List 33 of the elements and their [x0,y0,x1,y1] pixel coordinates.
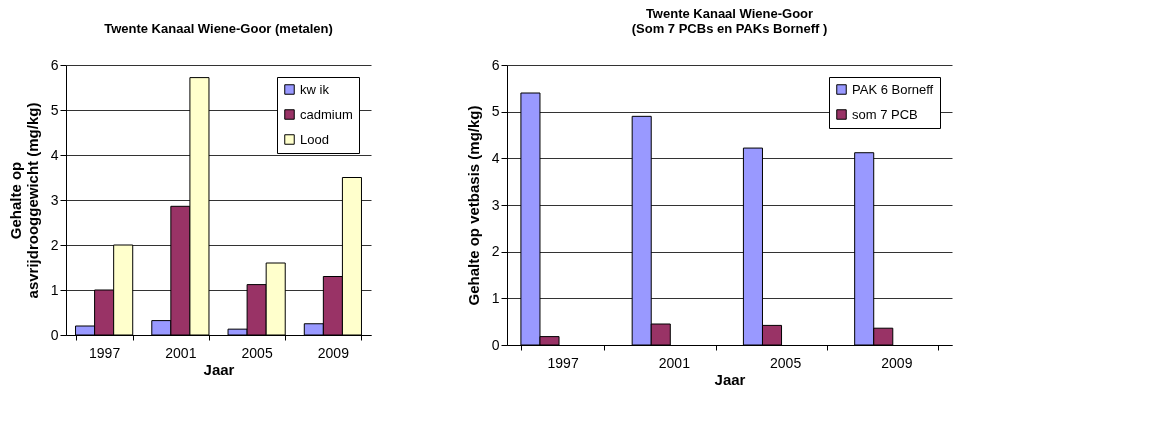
y-tick-label: 5 [50,101,59,118]
y-tick-label: 3 [491,196,500,213]
chart-title: Twente Kanaal Wiene-Goor (Som 7 PCBs en PAKs Borneff ) [631,6,828,36]
y-tick-label: 3 [50,191,59,208]
y-tick-label: 6 [50,56,59,73]
legend-label: PAK 6 Borneff [852,81,934,97]
x-tick-label: 1997 [547,354,579,371]
x-tick-label: 2001 [658,354,691,371]
x-tick-label: 1997 [89,344,121,361]
y-tick-label: 2 [50,236,59,253]
legend-label: Lood [300,131,329,147]
y-tick-label: 5 [491,103,500,120]
legend-label: cadmium [300,106,353,122]
legend-label: som 7 PCB [852,106,918,122]
x-tick-label: 2005 [770,354,802,371]
chart-title: Twente Kanaal Wiene-Goor (metalen) [104,21,333,36]
y-tick-label: 4 [50,146,59,163]
y-axis-title: Gehalte op asvrijdrooggewicht (mg/kg) [6,102,41,299]
y-tick-label: 0 [50,326,59,343]
y-tick-label: 1 [491,289,500,306]
x-tick-label: 2009 [317,344,350,361]
legend-label: kw ik [300,81,330,97]
y-tick-label: 1 [50,281,59,298]
y-axis-title: Gehalte op vetbasis (mg/kg) [464,105,482,306]
x-tick-label: 2009 [881,354,913,371]
y-tick-label: 2 [491,243,500,260]
y-tick-label: 0 [491,336,500,353]
x-tick-label: 2001 [165,344,197,361]
x-axis-title: Jaar [203,360,235,378]
y-tick-label: 6 [491,56,500,73]
x-axis-title: Jaar [714,370,746,388]
y-tick-label: 4 [491,149,500,166]
x-tick-label: 2005 [241,344,273,361]
